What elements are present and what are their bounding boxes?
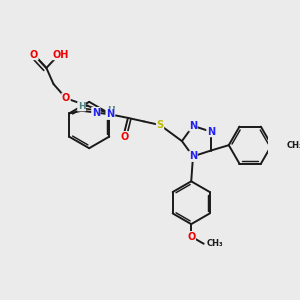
Text: N: N (92, 107, 100, 118)
Text: O: O (30, 50, 38, 60)
Text: H: H (107, 106, 115, 115)
Text: N: N (189, 151, 197, 161)
Text: CH₃: CH₃ (206, 239, 223, 248)
Text: N: N (106, 109, 114, 119)
Text: OH: OH (52, 50, 69, 60)
Text: O: O (187, 232, 195, 242)
Text: O: O (120, 132, 128, 142)
Text: CH₃: CH₃ (287, 141, 300, 150)
Text: N: N (207, 127, 215, 136)
Text: N: N (189, 121, 197, 131)
Text: O: O (62, 93, 70, 103)
Text: S: S (157, 120, 164, 130)
Text: H: H (78, 102, 86, 111)
